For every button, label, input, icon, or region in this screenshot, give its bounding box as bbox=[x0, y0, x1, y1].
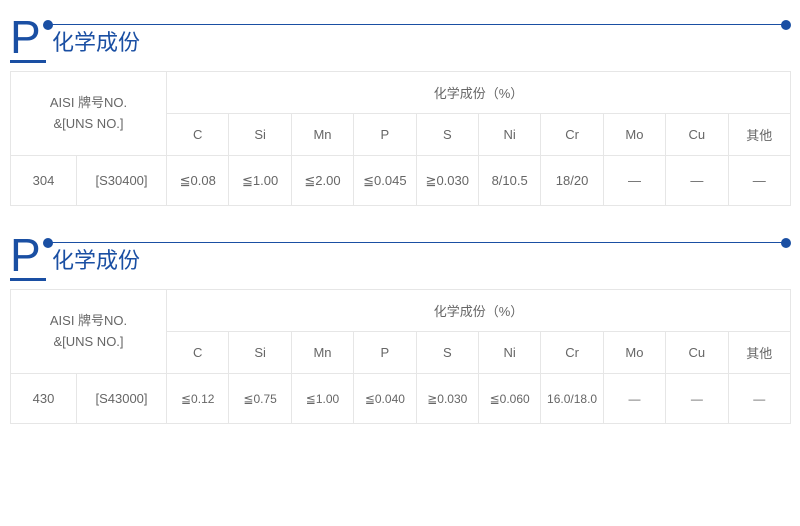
th-aisi-l1: AISI 牌号NO. bbox=[50, 313, 127, 328]
th-col: Mo bbox=[603, 114, 665, 156]
td-val: 8/10.5 bbox=[478, 156, 540, 206]
td-val: — bbox=[603, 374, 665, 424]
th-aisi-l1: AISI 牌号NO. bbox=[50, 95, 127, 110]
td-val: ≧0.030 bbox=[416, 156, 478, 206]
th-col: 其他 bbox=[728, 332, 790, 374]
th-col: Mn bbox=[291, 332, 353, 374]
th-col: Cu bbox=[666, 114, 728, 156]
td-grade: 304 bbox=[11, 156, 77, 206]
td-val: ≦1.00 bbox=[291, 374, 353, 424]
th-aisi: AISI 牌号NO. &[UNS NO.] bbox=[11, 72, 167, 156]
td-val: — bbox=[728, 156, 790, 206]
th-aisi-l2: &[UNS NO.] bbox=[53, 116, 123, 131]
section-header: P 化学成份 bbox=[10, 14, 790, 63]
th-col: Ni bbox=[478, 332, 540, 374]
td-uns: [S30400] bbox=[77, 156, 167, 206]
header-dot-right bbox=[781, 20, 791, 30]
th-group: 化学成份（%） bbox=[167, 290, 791, 332]
th-aisi: AISI 牌号NO. &[UNS NO.] bbox=[11, 290, 167, 374]
section-title: 化学成份 bbox=[52, 243, 140, 281]
section-letter: P bbox=[10, 232, 46, 281]
section-header: P 化学成份 bbox=[10, 232, 790, 281]
td-val: ≦0.060 bbox=[478, 374, 540, 424]
th-col: C bbox=[167, 332, 229, 374]
td-val: — bbox=[603, 156, 665, 206]
th-col: Cu bbox=[666, 332, 728, 374]
td-val: ≦0.75 bbox=[229, 374, 291, 424]
th-col: Cr bbox=[541, 332, 603, 374]
th-col: Mn bbox=[291, 114, 353, 156]
td-val: ≦0.12 bbox=[167, 374, 229, 424]
td-grade: 430 bbox=[11, 374, 77, 424]
td-val: — bbox=[666, 374, 728, 424]
td-val: ≦0.045 bbox=[354, 156, 416, 206]
th-group: 化学成份（%） bbox=[167, 72, 791, 114]
chem-section-2: P 化学成份 AISI 牌号NO. &[UNS NO.] 化学成份（%） C S… bbox=[10, 232, 790, 424]
td-val: 16.0/18.0 bbox=[541, 374, 603, 424]
th-col: Si bbox=[229, 332, 291, 374]
td-uns: [S43000] bbox=[77, 374, 167, 424]
td-val: ≧0.030 bbox=[416, 374, 478, 424]
th-col: P bbox=[354, 114, 416, 156]
td-val: ≦1.00 bbox=[229, 156, 291, 206]
header-rule bbox=[48, 24, 790, 25]
header-rule bbox=[48, 242, 790, 243]
section-letter: P bbox=[10, 14, 46, 63]
th-col: Mo bbox=[603, 332, 665, 374]
th-col: Cr bbox=[541, 114, 603, 156]
chem-section-1: P 化学成份 AISI 牌号NO. &[UNS NO.] 化学成份（%） C S… bbox=[10, 14, 790, 206]
th-col: 其他 bbox=[728, 114, 790, 156]
td-val: ≦0.08 bbox=[167, 156, 229, 206]
td-val: ≦0.040 bbox=[354, 374, 416, 424]
td-val: ≦2.00 bbox=[291, 156, 353, 206]
th-col: Ni bbox=[478, 114, 540, 156]
table-row: 430 [S43000] ≦0.12 ≦0.75 ≦1.00 ≦0.040 ≧0… bbox=[11, 374, 791, 424]
th-col: C bbox=[167, 114, 229, 156]
table-row: 304 [S30400] ≦0.08 ≦1.00 ≦2.00 ≦0.045 ≧0… bbox=[11, 156, 791, 206]
th-col: P bbox=[354, 332, 416, 374]
th-col: S bbox=[416, 332, 478, 374]
th-col: Si bbox=[229, 114, 291, 156]
chem-table-1: AISI 牌号NO. &[UNS NO.] 化学成份（%） C Si Mn P … bbox=[10, 71, 791, 206]
td-val: 18/20 bbox=[541, 156, 603, 206]
header-dot-right bbox=[781, 238, 791, 248]
chem-table-2: AISI 牌号NO. &[UNS NO.] 化学成份（%） C Si Mn P … bbox=[10, 289, 791, 424]
th-aisi-l2: &[UNS NO.] bbox=[53, 334, 123, 349]
section-title: 化学成份 bbox=[52, 25, 140, 63]
td-val: — bbox=[728, 374, 790, 424]
td-val: — bbox=[666, 156, 728, 206]
th-col: S bbox=[416, 114, 478, 156]
